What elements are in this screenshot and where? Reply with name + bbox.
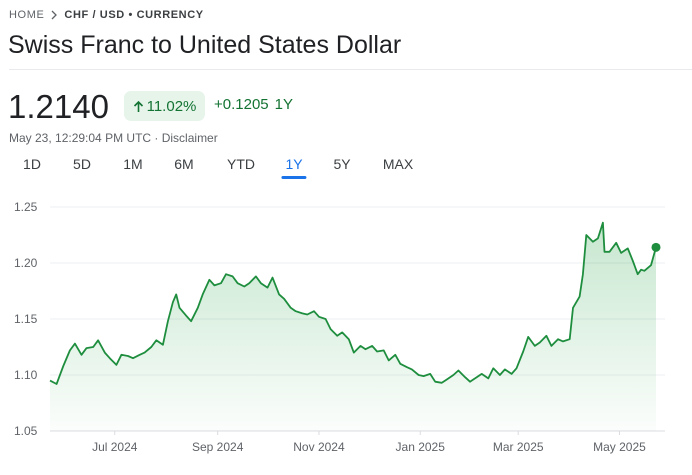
last-price-point bbox=[651, 242, 661, 252]
price-chart[interactable]: 1.05 1.10 1.15 1.20 1.25 Jul 2024 Sep 2024 Nov … bbox=[0, 190, 692, 475]
tab-max[interactable]: MAX bbox=[382, 156, 414, 172]
x-tick-label: Mar 2025 bbox=[493, 440, 544, 454]
percent-change-badge: 11.02% bbox=[124, 91, 205, 121]
tab-5y[interactable]: 5Y bbox=[333, 156, 351, 172]
tab-1m[interactable]: 1M bbox=[123, 156, 143, 172]
series-area-fill bbox=[50, 222, 656, 431]
percent-change: 11.02% bbox=[146, 97, 197, 115]
absolute-change: +0.1205 1Y bbox=[214, 96, 293, 113]
chevron-right-icon bbox=[51, 10, 58, 20]
x-tick-label: Jan 2025 bbox=[396, 440, 446, 454]
change-period: 1Y bbox=[274, 96, 293, 113]
breadcrumb-home-link[interactable]: HOME bbox=[9, 9, 45, 21]
tab-1y[interactable]: 1Y bbox=[281, 156, 307, 179]
tab-1d[interactable]: 1D bbox=[23, 156, 41, 172]
x-tick-label: May 2025 bbox=[593, 440, 646, 454]
x-tick-label: Sep 2024 bbox=[192, 440, 244, 454]
y-tick-label: 1.10 bbox=[14, 368, 38, 382]
x-tick-label: Nov 2024 bbox=[293, 440, 345, 454]
series-line bbox=[49, 221, 657, 385]
x-tick-label: Jul 2024 bbox=[92, 440, 138, 454]
range-tabs: 1D 5D 1M 6M YTD 1Y 5Y MAX bbox=[0, 156, 440, 180]
y-tick-label: 1.25 bbox=[14, 200, 38, 214]
y-tick-label: 1.05 bbox=[14, 424, 38, 438]
quote-timestamp[interactable]: May 23, 12:29:04 PM UTC · Disclaimer bbox=[9, 131, 218, 145]
breadcrumb: HOME CHF / USD • CURRENCY bbox=[9, 9, 204, 21]
tab-ytd[interactable]: YTD bbox=[227, 156, 255, 172]
y-tick-label: 1.20 bbox=[14, 256, 38, 270]
breadcrumb-current: CHF / USD • CURRENCY bbox=[64, 9, 204, 21]
header-divider bbox=[9, 69, 692, 70]
current-price: 1.2140 bbox=[8, 88, 109, 125]
tab-5d[interactable]: 5D bbox=[73, 156, 91, 172]
y-tick-label: 1.15 bbox=[14, 312, 38, 326]
tab-6m[interactable]: 6M bbox=[174, 156, 194, 172]
arrow-up-icon bbox=[133, 100, 143, 112]
page-title: Swiss Franc to United States Dollar bbox=[8, 31, 402, 59]
absolute-change-value: +0.1205 bbox=[214, 96, 269, 113]
